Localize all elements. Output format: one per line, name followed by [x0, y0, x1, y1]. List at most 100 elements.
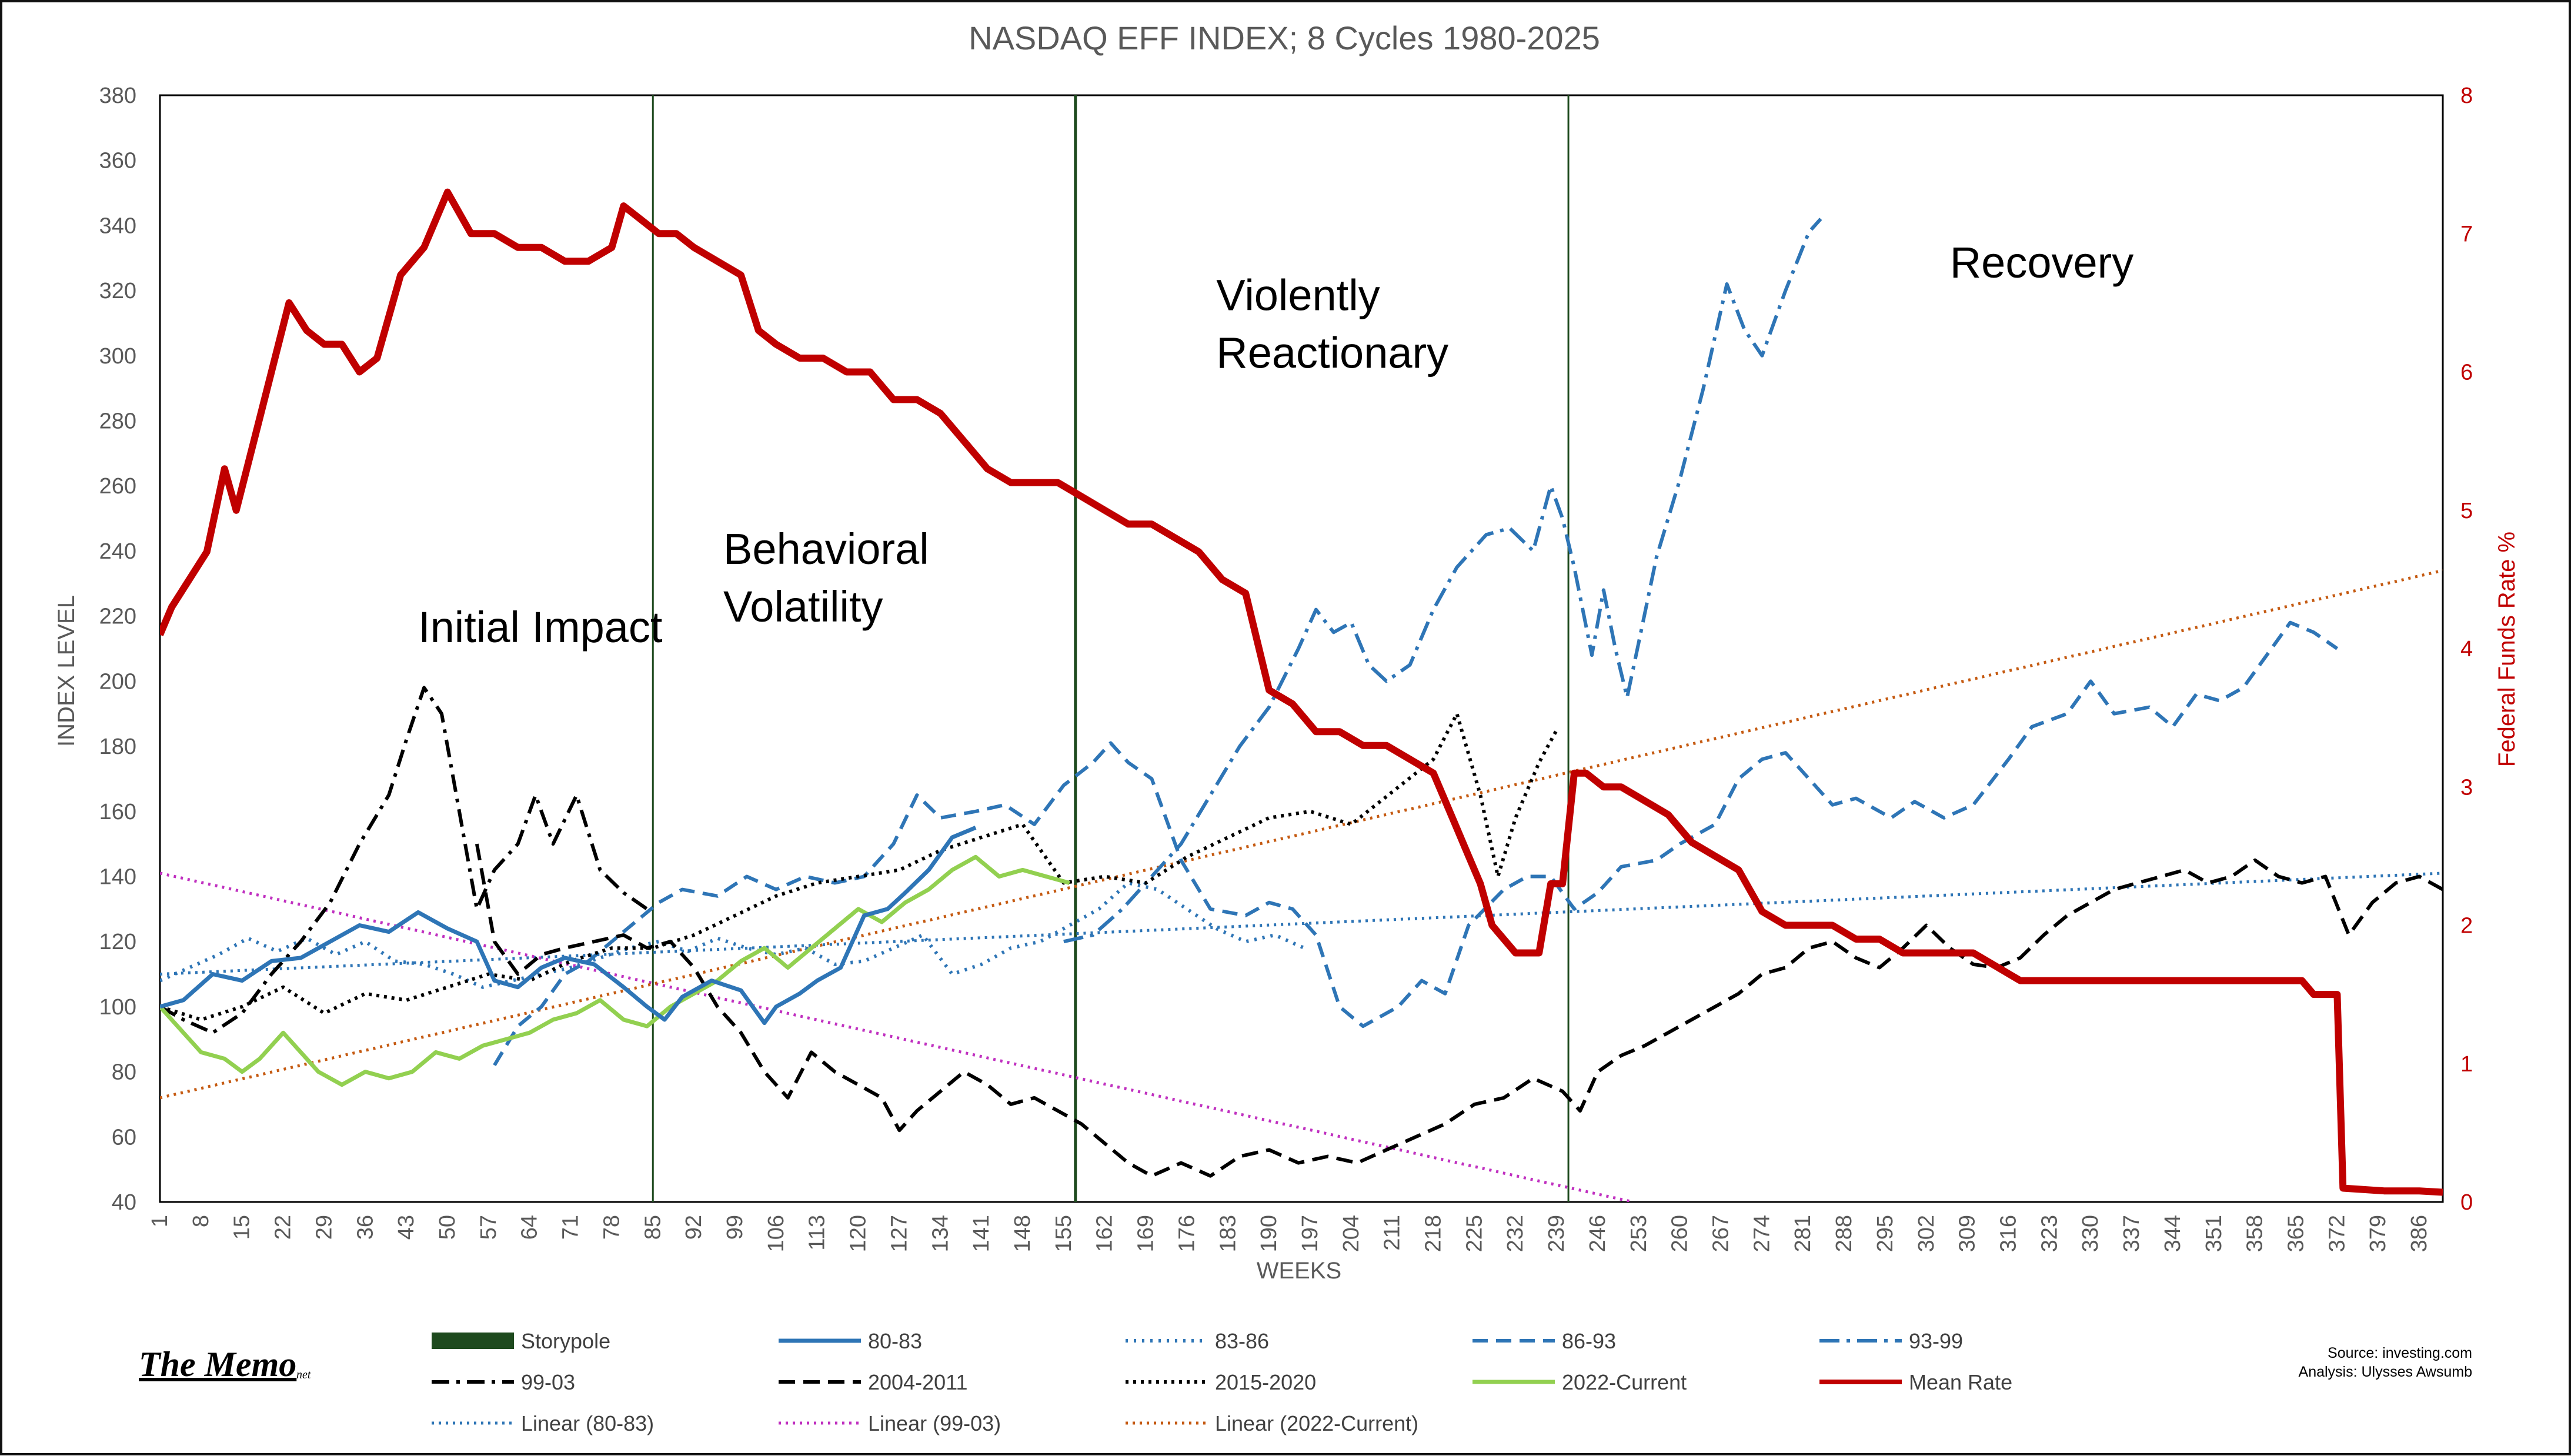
x-tick-label: 316	[1996, 1215, 2021, 1252]
x-tick-label: 337	[2119, 1215, 2144, 1252]
x-tick-label: 239	[1544, 1215, 1569, 1252]
legend-label: 93-99	[1909, 1329, 1963, 1353]
x-tick-label: 141	[969, 1215, 994, 1252]
x-tick-label: 15	[230, 1215, 255, 1240]
legend-label: Linear (2022-Current)	[1215, 1411, 1418, 1435]
x-tick-label: 120	[846, 1215, 871, 1252]
series-line-lin22	[160, 569, 2443, 1100]
legend-label: 2004-2011	[868, 1370, 968, 1394]
x-tick-label: 225	[1462, 1215, 1487, 1252]
y-tick-label: 220	[99, 605, 136, 629]
legend-label: 83-86	[1215, 1329, 1269, 1353]
logo: The Memo net	[139, 1345, 311, 1384]
series-line-s22cur	[160, 854, 1070, 1087]
x-tick-label: 176	[1174, 1215, 1199, 1252]
x-tick-label: 372	[2325, 1215, 2349, 1252]
legend-item: Mean Rate	[1819, 1370, 2012, 1394]
legend-label: Linear (80-83)	[521, 1411, 654, 1435]
y-tick-label: 340	[99, 213, 136, 238]
x-tick-label: 71	[559, 1215, 583, 1240]
series-line-s9903	[160, 686, 649, 1035]
plot-area: 4060801001201401601802002202402602803003…	[99, 84, 2473, 1252]
source-line: Source: investing.com	[2328, 1345, 2472, 1361]
legend-item: 2015-2020	[1126, 1370, 1316, 1394]
source-note: Source: investing.com Analysis: Ulysses …	[2299, 1345, 2472, 1380]
legend-item: Linear (80-83)	[432, 1411, 654, 1435]
legend-item: 2022-Current	[1473, 1370, 1687, 1394]
phase-annotation: Violently Reactionary	[1216, 271, 1448, 377]
y-tick-label: 180	[99, 734, 136, 759]
legend-label: 99-03	[521, 1370, 575, 1394]
y-tick-label: 60	[112, 1125, 136, 1150]
series-line-s0411	[475, 843, 2443, 1178]
x-tick-label: 29	[312, 1215, 336, 1240]
x-tick-label: 365	[2284, 1215, 2309, 1252]
phase-label: Reactionary	[1216, 328, 1448, 377]
phase-annotation: Initial Impact	[418, 603, 663, 652]
x-tick-label: 246	[1585, 1215, 1610, 1252]
phase-annotation: Behavioral Volatility	[723, 525, 929, 631]
x-tick-label: 351	[2202, 1215, 2226, 1252]
x-tick-label: 344	[2161, 1215, 2185, 1252]
y-tick-label: 120	[99, 930, 136, 954]
legend-label: 80-83	[868, 1329, 922, 1353]
x-tick-label: 211	[1380, 1215, 1405, 1251]
y-tick-label: 140	[99, 864, 136, 889]
x-tick-label: 379	[2366, 1215, 2390, 1252]
y-tick-label: 240	[99, 539, 136, 564]
phase-label: Behavioral	[723, 525, 929, 573]
legend-label: Storypole	[521, 1329, 610, 1353]
x-tick-label: 204	[1339, 1215, 1364, 1252]
y2-tick-label: 7	[2460, 222, 2473, 246]
plot-border	[159, 94, 2444, 1203]
x-tick-label: 43	[394, 1215, 419, 1240]
y2-tick-label: 8	[2460, 84, 2473, 108]
x-tick-label: 1	[148, 1215, 172, 1227]
y-tick-label: 300	[99, 344, 136, 369]
x-tick-label: 358	[2243, 1215, 2268, 1252]
y-tick-label: 80	[112, 1060, 136, 1085]
legend: Storypole 80-83 83-86 86-93 93-99 99-03 2004-2…	[432, 1329, 2012, 1435]
legend-item: 83-86	[1126, 1329, 1269, 1353]
legend-item: Linear (2022-Current)	[1126, 1411, 1418, 1435]
y2-tick-label: 6	[2460, 360, 2473, 385]
legend-item: 80-83	[779, 1329, 922, 1353]
phase-label: Volatility	[723, 582, 883, 631]
logo-suffix: net	[296, 1368, 311, 1381]
x-tick-label: 295	[1873, 1215, 1898, 1252]
x-tick-label: 169	[1134, 1215, 1158, 1252]
x-tick-label: 183	[1216, 1215, 1240, 1252]
x-axis-title: WEEKS	[1257, 1258, 1341, 1284]
x-tick-label: 92	[682, 1215, 706, 1240]
y2-tick-label: 3	[2460, 775, 2473, 800]
y2-tick-label: 0	[2460, 1190, 2473, 1215]
series-line-s8693	[493, 620, 2339, 1067]
legend-item: Storypole	[432, 1329, 610, 1353]
legend-item: 2004-2011	[779, 1370, 968, 1394]
legend-label: 86-93	[1562, 1329, 1616, 1353]
x-tick-label: 274	[1749, 1215, 1774, 1252]
x-tick-label: 148	[1010, 1215, 1035, 1252]
x-tick-label: 127	[887, 1215, 911, 1252]
y-tick-label: 360	[99, 149, 136, 173]
legend-label: 2022-Current	[1562, 1370, 1687, 1394]
x-tick-label: 162	[1093, 1215, 1117, 1252]
x-tick-label: 260	[1668, 1215, 1692, 1252]
x-tick-label: 64	[517, 1215, 542, 1240]
x-tick-label: 78	[599, 1215, 624, 1240]
phase-label: Initial Impact	[418, 603, 663, 652]
series-line-lin9903	[160, 871, 1634, 1202]
phase-label: Violently	[1216, 271, 1380, 319]
chart-title: NASDAQ EFF INDEX; 8 Cycles 1980-2025	[969, 19, 1600, 56]
y-tick-label: 280	[99, 409, 136, 434]
x-tick-label: 190	[1257, 1215, 1281, 1252]
x-tick-label: 281	[1791, 1215, 1815, 1252]
legend-item: 93-99	[1819, 1329, 1963, 1353]
series-line-lin8083	[160, 871, 2443, 976]
x-tick-label: 22	[271, 1215, 296, 1240]
y-tick-label: 100	[99, 995, 136, 1020]
x-tick-label: 113	[805, 1215, 830, 1251]
x-tick-label: 253	[1627, 1215, 1651, 1252]
